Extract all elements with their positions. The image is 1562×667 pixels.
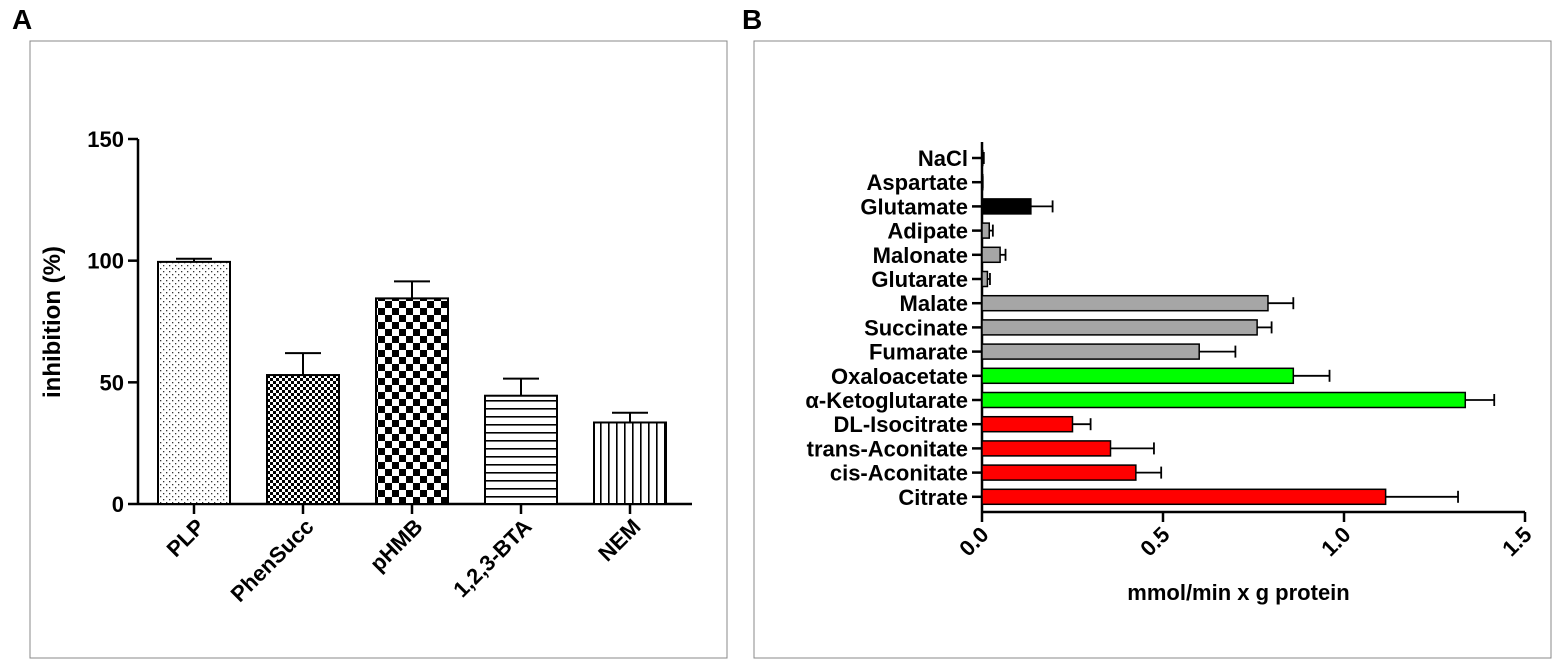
- y-tick-label: Adipate: [887, 219, 968, 244]
- y-tick-label: NaCl: [918, 146, 968, 171]
- y-tick-label: trans-Aconitate: [807, 436, 968, 461]
- bar-DL-Isocitrate: [981, 415, 1074, 433]
- y-tick-label: 100: [87, 249, 124, 274]
- chart-a: 0 50 100 150 inhibition (%) PLP PhenSucc pHMB 1,…: [39, 127, 692, 607]
- y-tick-label: Malate: [900, 291, 968, 316]
- y-tick-label: Citrate: [898, 485, 968, 510]
- y-tick-label: cis-Aconitate: [830, 461, 968, 486]
- bar-Oxaloacetate: [981, 367, 1295, 385]
- x-tick-label: 1.0: [1316, 522, 1355, 561]
- bar-Fumarate: [981, 343, 1200, 360]
- y-tick-label: Aspartate: [867, 170, 968, 195]
- y-tick-label: 0: [112, 492, 124, 517]
- y-tick-label: 50: [100, 370, 124, 395]
- bar-Malonate: [981, 246, 1001, 264]
- bar-Citrate: [981, 488, 1387, 506]
- x-tick-label: NEM: [593, 514, 645, 566]
- chart-b: 0.0 0.5 1.0 1.5 mmol/min x g protein NaClAspa…: [805, 142, 1537, 605]
- x-axis-label: mmol/min x g protein: [1127, 580, 1349, 605]
- bar-pHMB: [375, 297, 449, 505]
- x-tick-label: PLP: [162, 514, 210, 562]
- bar-Succinate: [981, 319, 1258, 336]
- y-tick-label: 150: [87, 127, 124, 152]
- bar-PLP: [157, 260, 231, 505]
- bar-PhenSucc: [266, 374, 340, 505]
- x-tick-label: pHMB: [365, 514, 428, 577]
- panel-b-letter: B: [742, 4, 763, 35]
- y-tick-label: Succinate: [864, 315, 968, 340]
- panel-a-letter: A: [12, 4, 33, 35]
- panel-b-frame: [753, 40, 1552, 659]
- y-axis-label: inhibition (%): [39, 246, 66, 398]
- y-tick-label: Glutarate: [871, 267, 968, 292]
- x-tick-label: 0.0: [954, 522, 993, 561]
- bar-Glutamate: [981, 198, 1032, 215]
- bar-Aspartate: [981, 173, 984, 191]
- x-tick-label: 1.5: [1497, 522, 1536, 561]
- x-tick-label: PhenSucc: [226, 514, 319, 607]
- y-tick-label: Fumarate: [869, 340, 968, 365]
- bar-Glutarate: [981, 270, 989, 288]
- bar-Adipate: [981, 222, 990, 239]
- y-tick-label: Oxaloacetate: [831, 364, 968, 389]
- bar-NaCl: [981, 149, 984, 167]
- y-tick-label: Malonate: [873, 243, 968, 268]
- y-tick-label: α-Ketoglutarate: [805, 388, 968, 413]
- x-tick-label: 1,2,3-BTA: [448, 514, 536, 602]
- bar-α-Ketoglutarate: [981, 391, 1467, 409]
- panel-a-frame: [29, 40, 728, 659]
- bar-cis-Aconitate: [981, 464, 1137, 481]
- bar-trans-Aconitate: [981, 440, 1112, 457]
- bar-Malate: [981, 294, 1269, 312]
- bar-NEM: [593, 421, 667, 506]
- y-tick-label: Glutamate: [860, 194, 968, 219]
- y-tick-label: DL-Isocitrate: [834, 412, 968, 437]
- bar-1,2,3-BTA: [484, 394, 558, 506]
- x-tick-label: 0.5: [1135, 522, 1174, 561]
